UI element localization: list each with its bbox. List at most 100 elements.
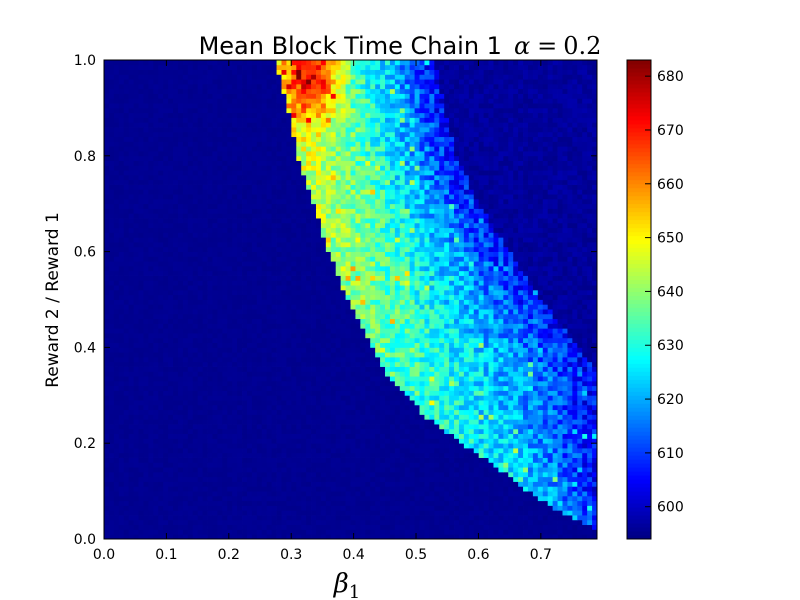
heatmap-cell <box>468 505 475 511</box>
heatmap-cell <box>266 457 273 463</box>
heatmap-cell <box>242 342 248 348</box>
heatmap-cell <box>557 385 563 391</box>
heatmap-cell <box>138 318 144 324</box>
heatmap-cell <box>237 328 243 334</box>
heatmap-cell <box>315 361 322 367</box>
heatmap-cell <box>439 385 445 391</box>
heatmap-cell <box>592 361 598 367</box>
heatmap-cell <box>138 438 144 444</box>
heatmap-cell <box>572 337 578 344</box>
heatmap-cell <box>414 447 420 454</box>
heatmap-cell <box>365 491 371 497</box>
heatmap-cell <box>296 323 302 329</box>
heatmap-cell <box>488 534 494 540</box>
heatmap-cell <box>113 491 120 497</box>
heatmap-cell <box>227 352 233 358</box>
heatmap-cell <box>320 491 327 497</box>
heatmap-cell <box>325 376 332 382</box>
heatmap-cell <box>242 361 248 367</box>
heatmap-cell <box>266 443 273 449</box>
heatmap-cell <box>458 323 465 329</box>
heatmap-cell <box>148 438 154 444</box>
heatmap-cell <box>424 505 430 511</box>
heatmap-cell <box>148 337 154 344</box>
heatmap-cell <box>345 467 351 473</box>
heatmap-cell <box>458 304 465 310</box>
heatmap-cell <box>182 395 189 401</box>
heatmap-cell <box>237 390 243 396</box>
heatmap-cell <box>429 486 435 492</box>
heatmap-cell <box>237 447 243 454</box>
heatmap-cell <box>513 495 519 502</box>
heatmap-cell <box>385 467 391 473</box>
heatmap-cell <box>399 400 406 406</box>
heatmap-cell <box>429 347 435 353</box>
heatmap-cell <box>439 462 445 468</box>
heatmap-cell <box>217 385 223 391</box>
heatmap-cell <box>153 356 159 363</box>
heatmap-cell <box>251 495 258 502</box>
heatmap-cell <box>582 419 588 425</box>
heatmap-cell <box>182 519 189 526</box>
heatmap-cell <box>133 433 139 439</box>
heatmap-cell <box>163 462 169 468</box>
heatmap-cell <box>365 299 371 305</box>
heatmap-cell <box>291 457 297 463</box>
heatmap-cell <box>508 342 514 348</box>
heatmap-cell <box>320 505 327 511</box>
heatmap-cell <box>409 476 415 482</box>
heatmap-cell <box>320 452 327 458</box>
heatmap-cell <box>217 352 223 358</box>
heatmap-cell <box>582 428 588 435</box>
heatmap-cell <box>429 395 435 401</box>
heatmap-cell <box>217 433 223 439</box>
heatmap-cell <box>291 510 297 516</box>
heatmap-cell <box>592 337 598 344</box>
heatmap-cell <box>513 380 519 387</box>
heatmap-cell <box>128 371 134 377</box>
heatmap-cell <box>552 443 558 449</box>
heatmap-cell <box>444 309 450 315</box>
heatmap-cell <box>168 390 174 396</box>
heatmap-cell <box>271 376 277 382</box>
heatmap-cell <box>237 347 243 353</box>
heatmap-cell <box>508 467 514 473</box>
heatmap-cell <box>212 476 218 482</box>
heatmap-cell <box>187 443 194 449</box>
heatmap-cell <box>419 328 425 334</box>
heatmap-cell <box>227 424 233 430</box>
heatmap-cell <box>320 510 327 516</box>
heatmap-cell <box>266 366 273 372</box>
heatmap-cell <box>404 342 411 348</box>
heatmap-cell <box>370 500 376 506</box>
heatmap-cell <box>478 318 485 324</box>
heatmap-cell <box>355 323 361 329</box>
heatmap-cell <box>370 491 376 497</box>
heatmap-cell <box>375 447 381 454</box>
heatmap-cell <box>182 371 189 377</box>
heatmap-cell <box>158 462 164 468</box>
heatmap-cell <box>488 505 494 511</box>
heatmap-cell <box>182 515 189 521</box>
heatmap-cell <box>261 309 268 315</box>
heatmap-cell <box>463 457 470 463</box>
heatmap-cell <box>552 519 558 526</box>
heatmap-cell <box>483 371 489 377</box>
heatmap-cell <box>483 361 489 367</box>
heatmap-cell <box>424 390 430 396</box>
heatmap-cell <box>207 376 213 382</box>
heatmap-cell <box>217 309 223 315</box>
heatmap-cell <box>409 471 415 478</box>
heatmap-cell <box>340 462 346 468</box>
heatmap-cell <box>320 481 327 487</box>
heatmap-cell <box>532 395 539 401</box>
heatmap-cell <box>508 371 514 377</box>
heatmap-cell <box>370 318 376 324</box>
heatmap-cell <box>478 491 485 497</box>
heatmap-cell <box>246 495 253 502</box>
heatmap-cell <box>340 524 346 530</box>
heatmap-cell <box>138 424 144 430</box>
heatmap-cell <box>173 333 179 339</box>
heatmap-cell <box>409 337 415 344</box>
heatmap-cell <box>478 323 485 329</box>
